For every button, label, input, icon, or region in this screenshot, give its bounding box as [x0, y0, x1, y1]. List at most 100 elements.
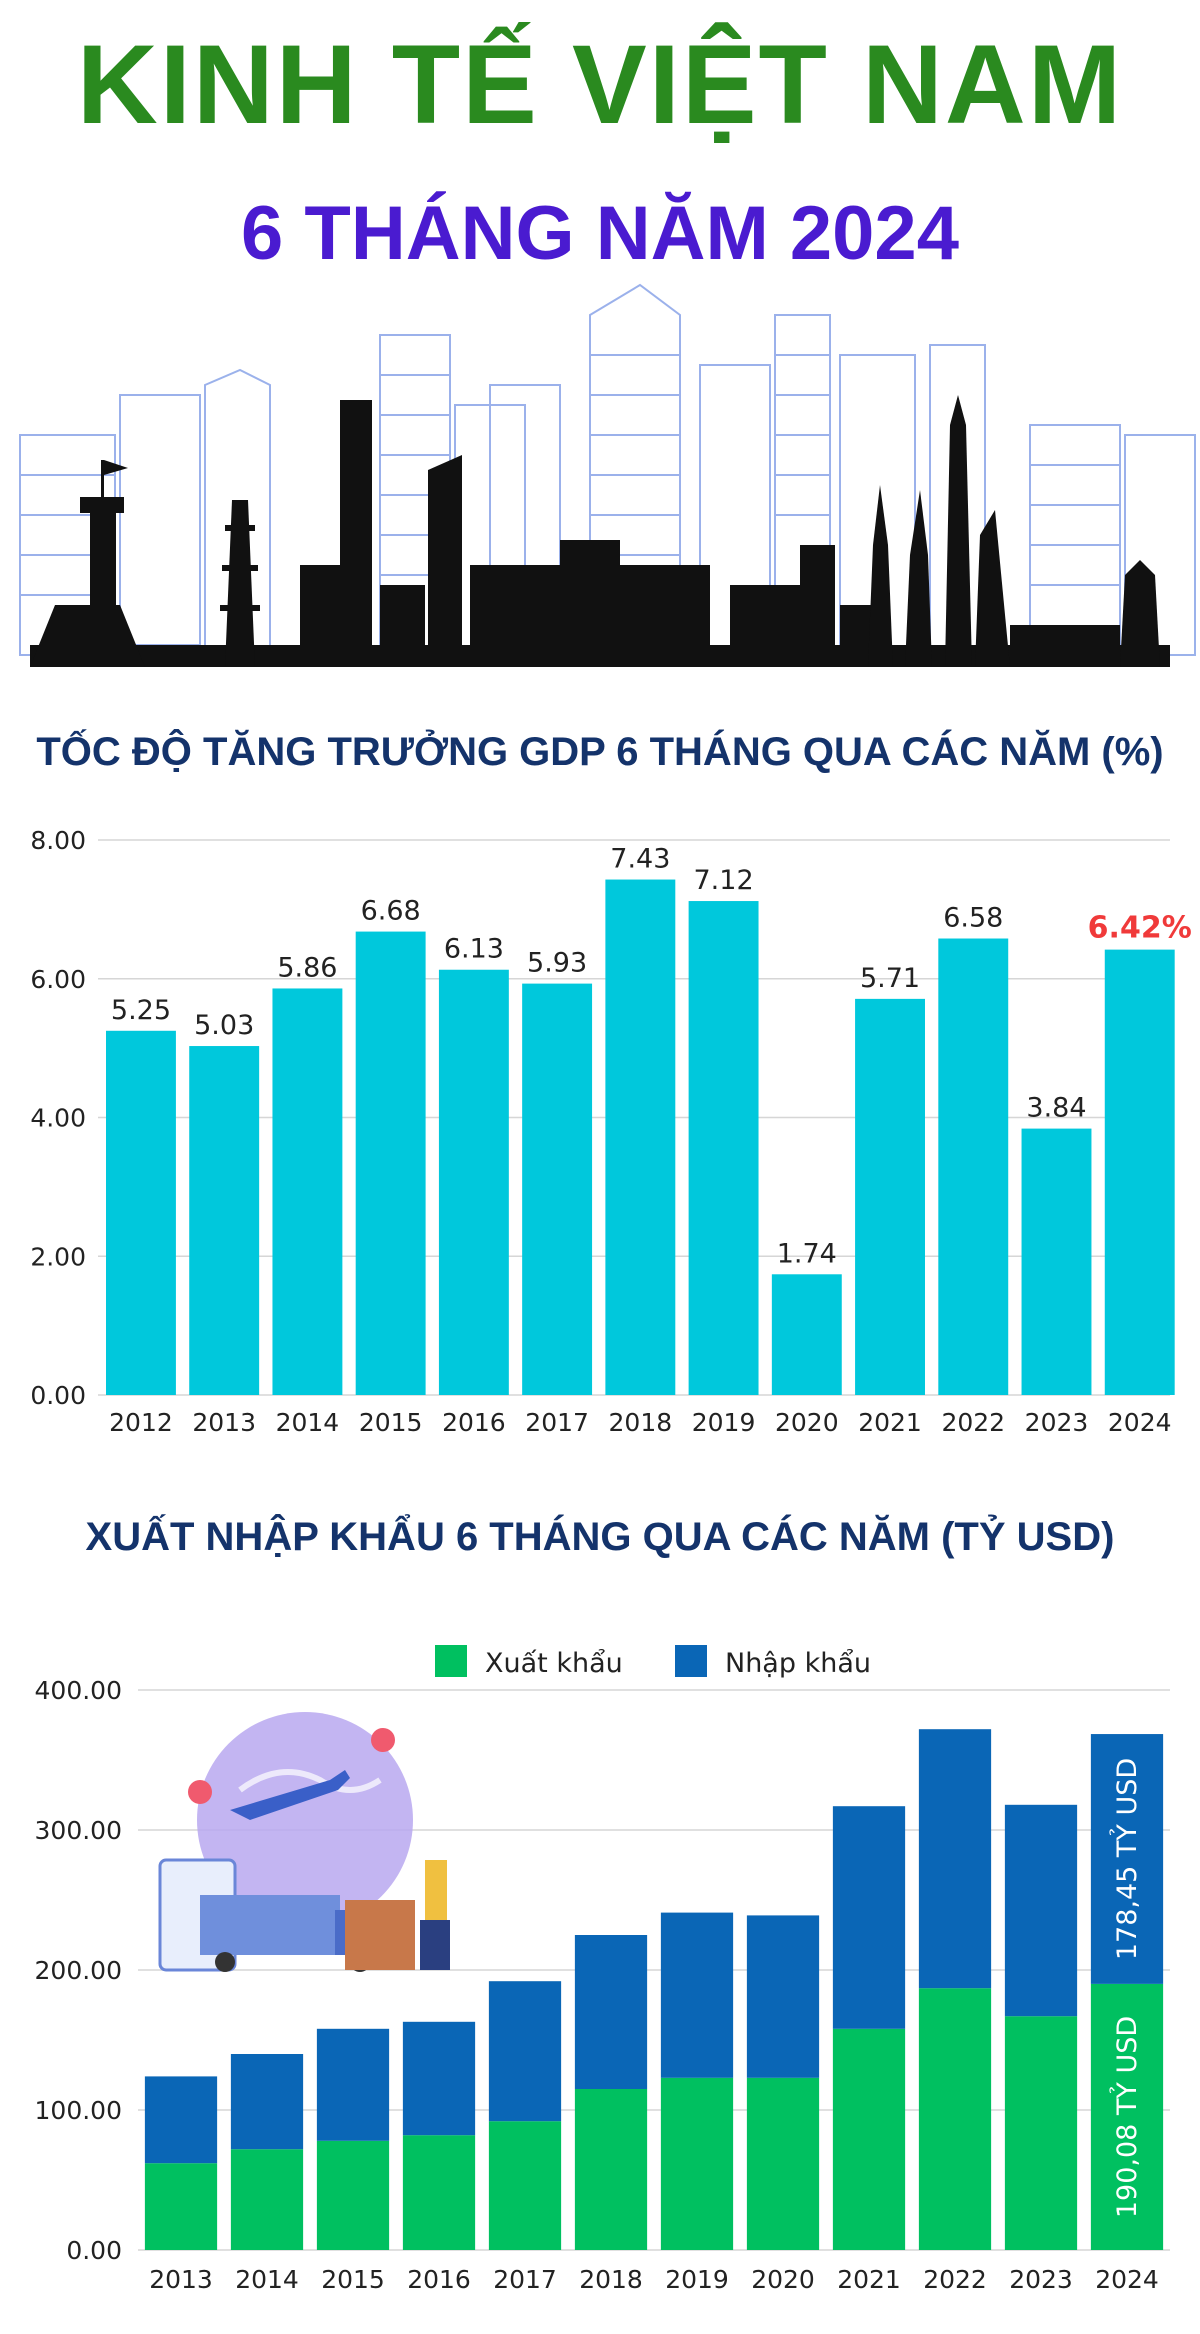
- data-label-2015: 6.68: [361, 896, 421, 927]
- y-tick-label: 0.00: [66, 2236, 122, 2265]
- data-label-2014: 5.86: [277, 952, 337, 983]
- bar-import-2018: [574, 1935, 648, 2089]
- truck-cargo: [200, 1895, 340, 1955]
- annotation-import-2024: 178,45 TỶ USD: [1109, 1758, 1143, 1960]
- city-skyline-illustration: [19, 283, 1196, 667]
- bar-import-2022: [918, 1729, 992, 1989]
- x-tick-label: 2020: [751, 2265, 815, 2294]
- bar-2023: [1021, 1128, 1092, 1395]
- bar-export-2020: [746, 2077, 820, 2250]
- y-tick-label: 4.00: [30, 1104, 86, 1133]
- bar-import-2017: [488, 1981, 562, 2122]
- bar-2018: [605, 879, 676, 1395]
- data-label-2012: 5.25: [111, 995, 171, 1026]
- data-label-2022: 6.58: [943, 903, 1003, 934]
- page-title: KINH TẾ VIỆT NAM: [76, 22, 1124, 147]
- bar-2012: [106, 1030, 176, 1395]
- bar-import-2019: [660, 1912, 734, 2078]
- bar-export-2014: [230, 2149, 304, 2250]
- x-tick-label: 2016: [407, 2265, 471, 2294]
- data-label-2013: 5.03: [194, 1010, 254, 1041]
- location-pin-icon: [371, 1728, 395, 1752]
- bar-import-2013: [144, 2076, 218, 2164]
- bar-2024: [1104, 949, 1175, 1395]
- x-tick-label: 2020: [775, 1408, 839, 1437]
- location-pin-icon: [188, 1780, 212, 1804]
- x-tick-label: 2019: [665, 2265, 729, 2294]
- x-tick-label: 2013: [149, 2265, 213, 2294]
- x-tick-label: 2018: [579, 2265, 643, 2294]
- y-tick-label: 2.00: [30, 1242, 86, 1271]
- y-tick-label: 200.00: [35, 1956, 122, 1985]
- y-tick-label: 300.00: [35, 1816, 122, 1845]
- legend-swatch-export: [435, 1645, 467, 1677]
- legend-label-export: Xuất khẩu: [485, 1648, 623, 1679]
- data-label-2016: 6.13: [444, 934, 504, 965]
- bar-import-2023: [1004, 1804, 1078, 2017]
- x-tick-label: 2024: [1095, 2265, 1159, 2294]
- x-tick-label: 2016: [442, 1408, 506, 1437]
- y-tick-label: 0.00: [30, 1381, 86, 1410]
- gdp-bar-chart: 0.00 2.00 4.00 6.00 8.00 5.25 2012 5.03 2013 5.86…: [30, 826, 1192, 1437]
- x-tick-label: 2015: [321, 2265, 385, 2294]
- x-tick-label: 2021: [837, 2265, 901, 2294]
- bar-2022: [938, 938, 1009, 1395]
- bar-import-2020: [746, 1915, 820, 2078]
- x-tick-label: 2015: [359, 1408, 423, 1437]
- bar-import-2015: [316, 2028, 390, 2141]
- x-tick-label: 2022: [941, 1408, 1005, 1437]
- bar-export-2024: [1090, 1983, 1164, 2250]
- data-label-2019: 7.12: [694, 865, 754, 896]
- data-label-2020: 1.74: [777, 1238, 837, 1269]
- bar-2017: [522, 983, 593, 1395]
- trade-chart-title: XUẤT NHẬP KHẨU 6 THÁNG QUA CÁC NĂM (TỶ U…: [85, 1515, 1115, 1559]
- legend-swatch-import: [675, 1645, 707, 1677]
- bar-2019: [688, 901, 759, 1395]
- x-tick-label: 2012: [109, 1408, 173, 1437]
- bar-2016: [438, 969, 509, 1395]
- truck-wheel: [215, 1952, 235, 1972]
- bar-2013: [189, 1046, 260, 1395]
- page-subtitle: 6 THÁNG NĂM 2024: [241, 191, 959, 276]
- data-label-2023: 3.84: [1026, 1093, 1086, 1124]
- bar-export-2015: [316, 2140, 390, 2250]
- worker-legs: [420, 1920, 450, 1970]
- airplane-icon: [230, 1770, 350, 1820]
- gdp-chart-title: TỐC ĐỘ TĂNG TRƯỞNG GDP 6 THÁNG QUA CÁC N…: [36, 730, 1164, 774]
- x-tick-label: 2021: [858, 1408, 922, 1437]
- x-tick-label: 2023: [1025, 1408, 1089, 1437]
- trade-stacked-bar-chart: Xuất khẩu Nhập khẩu 0.00 100.00 200.00 300.00…: [35, 1645, 1170, 2294]
- y-tick-label: 8.00: [30, 826, 86, 855]
- logistics-illustration: [158, 1712, 450, 1972]
- bar-import-2014: [230, 2054, 304, 2150]
- bar-import-2021: [832, 1806, 906, 2029]
- bar-2014: [272, 988, 343, 1395]
- y-tick-label: 6.00: [30, 965, 86, 994]
- x-tick-label: 2013: [192, 1408, 256, 1437]
- x-tick-label: 2019: [692, 1408, 756, 1437]
- y-tick-label: 100.00: [35, 2096, 122, 2125]
- bar-import-2024: [1090, 1734, 1164, 1984]
- data-label-2021: 5.71: [860, 963, 920, 994]
- annotation-export-2024: 190,08 TỶ USD: [1109, 2016, 1143, 2218]
- bar-export-2023: [1004, 2016, 1078, 2250]
- globe-land-shape: [238, 1769, 382, 1793]
- bar-2021: [855, 998, 925, 1395]
- data-label-2024: 6.42%: [1088, 911, 1192, 946]
- bar-export-2018: [574, 2089, 648, 2250]
- x-tick-label: 2024: [1108, 1408, 1172, 1437]
- x-tick-label: 2018: [609, 1408, 673, 1437]
- data-label-2018: 7.43: [610, 844, 670, 875]
- bar-export-2019: [660, 2077, 734, 2250]
- bar-export-2017: [488, 2121, 562, 2250]
- bar-import-2016: [402, 2021, 476, 2136]
- bar-export-2022: [918, 1988, 992, 2250]
- x-tick-label: 2017: [525, 1408, 589, 1437]
- legend-label-import: Nhập khẩu: [725, 1648, 871, 1679]
- bar-export-2013: [144, 2163, 218, 2250]
- cargo-boxes-icon: [345, 1900, 415, 1970]
- x-tick-label: 2017: [493, 2265, 557, 2294]
- x-tick-label: 2022: [923, 2265, 987, 2294]
- bar-export-2016: [402, 2135, 476, 2250]
- x-tick-label: 2014: [235, 2265, 299, 2294]
